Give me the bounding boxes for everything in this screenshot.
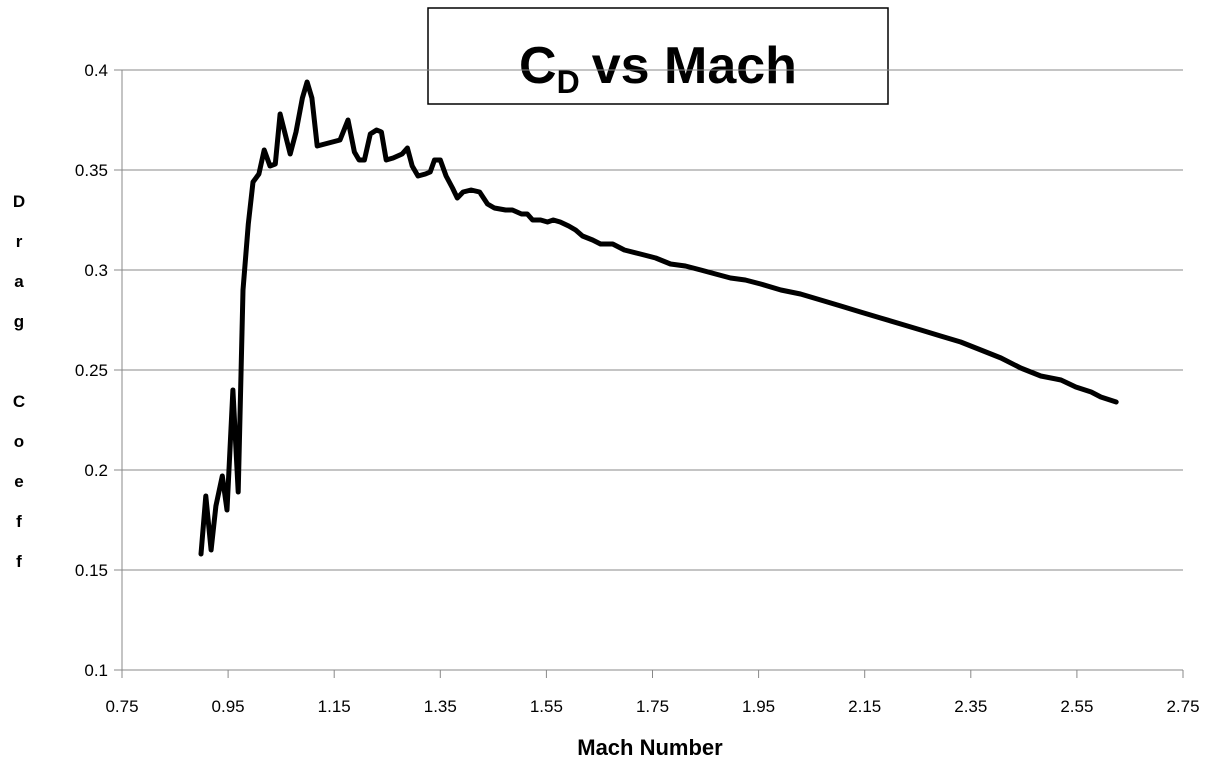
x-tick-label: 2.15 [848,697,881,716]
x-tick-label: 2.35 [954,697,987,716]
x-tick-label: 0.95 [212,697,245,716]
y-tick-label: 0.4 [84,61,108,80]
title-main: C [519,37,557,95]
y-tick-label: 0.15 [75,561,108,580]
x-tick-label: 0.75 [105,697,138,716]
title-box [427,7,889,105]
data-line [198,79,1119,557]
x-axis-label: Mach Number [577,735,723,760]
x-tick-label: 1.15 [318,697,351,716]
x-tick-label: 1.35 [424,697,457,716]
x-tick-label: 1.95 [742,697,775,716]
y-tick-label: 0.3 [84,261,108,280]
x-tick-label: 2.55 [1060,697,1093,716]
title-subscript: D [557,64,580,100]
y-tick-label: 0.25 [75,361,108,380]
x-tick-label: 2.75 [1166,697,1199,716]
title-rest: vs Mach [592,37,797,95]
y-axis-label: Drag Coeff [10,192,29,592]
x-tick-label: 1.55 [530,697,563,716]
y-tick-label: 0.2 [84,461,108,480]
x-tick-label: 1.75 [636,697,669,716]
chart-title: CD vs Mach [519,37,797,100]
y-tick-label: 0.1 [84,661,108,680]
y-tick-label: 0.35 [75,161,108,180]
